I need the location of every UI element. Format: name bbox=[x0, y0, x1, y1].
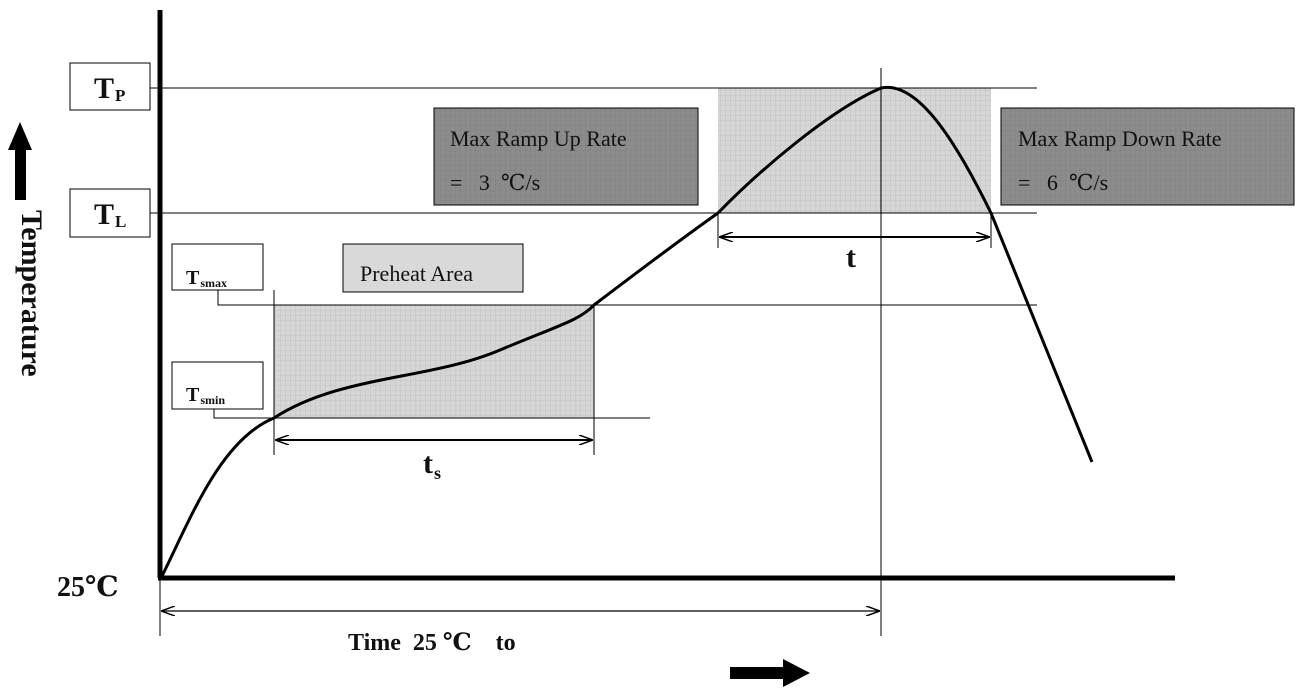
tp-label-box: TP bbox=[69, 62, 151, 111]
x-direction-arrow-icon bbox=[730, 659, 810, 687]
reflow-region bbox=[718, 88, 991, 213]
svg-text:Tsmin: Tsmin bbox=[186, 384, 225, 407]
x-axis-label: Time 25 ℃ to bbox=[348, 630, 516, 656]
origin-label: 25℃ bbox=[57, 572, 119, 603]
tsmin-label-box: Tsmin bbox=[171, 361, 274, 419]
svg-text:TP: TP bbox=[94, 72, 125, 105]
ts-interval-label: ts bbox=[423, 447, 441, 483]
t-interval-label: t bbox=[846, 241, 856, 274]
preheat-area-box: Preheat Area bbox=[342, 243, 524, 293]
ramp-down-box: Max Ramp Down Rate = 6 ℃/s bbox=[1000, 107, 1295, 206]
svg-text:Tsmax: Tsmax bbox=[186, 267, 227, 290]
tsmax-label-box: Tsmax bbox=[171, 243, 274, 306]
preheat-region bbox=[274, 305, 594, 418]
svg-text:TL: TL bbox=[94, 198, 126, 231]
y-axis-label: Temperature bbox=[15, 210, 48, 377]
svg-text:Max Ramp Down Rate: Max Ramp Down Rate bbox=[1018, 126, 1221, 151]
svg-text:Max Ramp Up Rate: Max Ramp Up Rate bbox=[450, 126, 627, 151]
svg-text:Preheat Area: Preheat Area bbox=[360, 261, 473, 286]
y-direction-arrow-icon bbox=[8, 122, 32, 200]
tl-label-box: TL bbox=[69, 188, 151, 238]
svg-text:= 6 ℃/s: = 6 ℃/s bbox=[1018, 170, 1108, 195]
svg-text:= 3 ℃/s: = 3 ℃/s bbox=[450, 170, 540, 195]
ramp-up-box: Max Ramp Up Rate = 3 ℃/s bbox=[433, 107, 699, 206]
